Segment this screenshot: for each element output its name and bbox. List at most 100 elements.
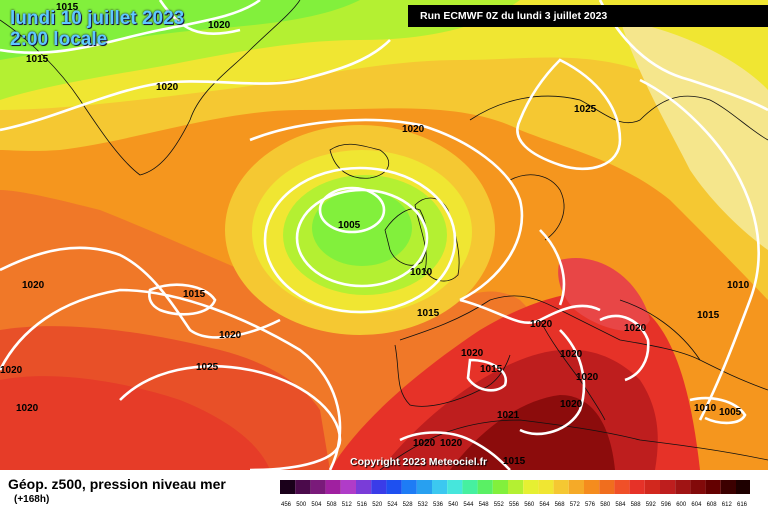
field-green-north [0, 0, 360, 60]
legend-tick-label: 528 [403, 502, 414, 508]
legend-swatch [690, 480, 706, 494]
isobar-label: 1015 [480, 364, 503, 375]
legend-tick-label: 548 [479, 502, 490, 508]
isobar-label: 1021 [497, 410, 520, 421]
isobar-1020-central [539, 229, 566, 306]
legend-swatch [386, 480, 402, 494]
north-africa-coast [379, 419, 768, 470]
isobar-label: 1020 [413, 438, 436, 449]
footer-subtitle: (+168h) [14, 494, 50, 505]
isobar-label: 1020 [576, 372, 599, 383]
legend-tick-label: 516 [357, 502, 368, 508]
isobar-label: 1020 [22, 280, 45, 291]
isobar-label: 1020 [624, 323, 647, 334]
legend-swatch [720, 480, 736, 494]
isobar-1015-med [466, 358, 508, 392]
legend-swatch [310, 480, 326, 494]
copyright-label: Copyright 2023 Meteociel.fr [350, 456, 488, 468]
legend-tick-label: 600 [676, 502, 687, 508]
isobar-label: 1010 [410, 267, 433, 278]
isobar-label: 1015 [183, 289, 206, 300]
field-red-sw [0, 376, 270, 470]
isobar-label: 1020 [208, 20, 231, 31]
isobar-label: 1010 [727, 280, 750, 291]
legend-swatch [736, 480, 750, 494]
color-legend: 456 500 504 508 512 516 520 524 528 532 536 540 544 5… [280, 480, 750, 508]
legend-tick-label: 536 [433, 502, 444, 508]
isobar-1020-low [249, 118, 524, 302]
isobar-label: 1015 [56, 2, 79, 13]
legend-swatch [325, 480, 341, 494]
legend-swatch [599, 480, 615, 494]
legend-tick-label: 544 [463, 502, 474, 508]
legend-swatch [416, 480, 432, 494]
isobar-label: 1020 [402, 124, 425, 135]
isobar-label: 1020 [0, 365, 23, 376]
legend-tick-label: 604 [691, 502, 702, 508]
legend-tick-label: 504 [311, 502, 322, 508]
isobar-1020-africa [399, 431, 511, 470]
isobar-label: 1020 [440, 438, 463, 449]
isobar-label: 1020 [156, 82, 179, 93]
legend-tick-label: 584 [615, 502, 626, 508]
forecast-time-line: 2:00 locale [10, 29, 108, 50]
legend-swatch [584, 480, 600, 494]
isobar-1015-west [148, 283, 217, 316]
isobar-label: 1015 [697, 310, 720, 321]
legend-swatch [401, 480, 417, 494]
isobar-1025-sw [119, 364, 342, 470]
isobar-label: 1005 [719, 407, 742, 418]
legend-swatch [462, 480, 478, 494]
legend-swatch [447, 480, 463, 494]
legend-tick-label: 540 [448, 502, 459, 508]
legend-swatch [371, 480, 387, 494]
iberia-coast [394, 344, 511, 407]
isobar-label: 1020 [461, 348, 484, 359]
legend-swatch [675, 480, 691, 494]
isobar-1020-west [0, 246, 281, 339]
isobar-1020-ne [598, 0, 768, 112]
isobar-label: 1015 [26, 54, 49, 65]
legend-swatch [340, 480, 356, 494]
legend-tick-label: 524 [387, 502, 398, 508]
isobar-1015-east [639, 78, 760, 421]
isobar-label: 1020 [219, 330, 242, 341]
legend-tick-label: 592 [646, 502, 657, 508]
isobar-label: 1025 [574, 104, 597, 115]
legend-swatch [492, 480, 508, 494]
baltic-coast [509, 174, 565, 241]
legend-tick-label: 596 [661, 502, 672, 508]
legend-tick-label: 568 [555, 502, 566, 508]
field-red-balkans [558, 258, 650, 331]
isobar-1020-europe [459, 298, 601, 325]
run-label: Run ECMWF 0Z du lundi 3 juillet 2023 [408, 5, 768, 27]
isobar-1015-north [0, 0, 261, 54]
isobar-label: 1010 [694, 403, 717, 414]
field-pale-east [620, 20, 768, 250]
isobar-label: 1020 [560, 399, 583, 410]
legend-tick-label: 608 [707, 502, 718, 508]
isobar-label: 1020 [560, 349, 583, 360]
isobar-1025-scand [516, 58, 622, 171]
legend-swatch [629, 480, 645, 494]
isobar-1015-low [263, 166, 457, 314]
legend-swatch [477, 480, 493, 494]
legend-swatch [568, 480, 584, 494]
legend-swatch [280, 480, 296, 494]
legend-tick-label: 580 [600, 502, 611, 508]
legend-tick-label: 572 [570, 502, 581, 508]
legend-swatch [295, 480, 311, 494]
isobar-labels: 1015 1020 1015 1020 1020 1025 1005 1010 … [0, 2, 750, 467]
isobar-1020-italy [519, 329, 586, 436]
iceland-coast [329, 143, 390, 179]
isobar-label: 1020 [16, 403, 39, 414]
legend-tick-label: 500 [296, 502, 307, 508]
legend-tick-label: 576 [585, 502, 596, 508]
map-canvas: 1015 1020 1015 1020 1020 1025 1005 1010 … [0, 0, 768, 470]
legend-swatch [523, 480, 539, 494]
legend-tick-label: 556 [509, 502, 520, 508]
legend-swatch [644, 480, 660, 494]
footer-title: Géop. z500, pression niveau mer [8, 476, 226, 492]
legend-tick-label: 508 [327, 502, 338, 508]
legend-tick-label: 564 [539, 502, 550, 508]
